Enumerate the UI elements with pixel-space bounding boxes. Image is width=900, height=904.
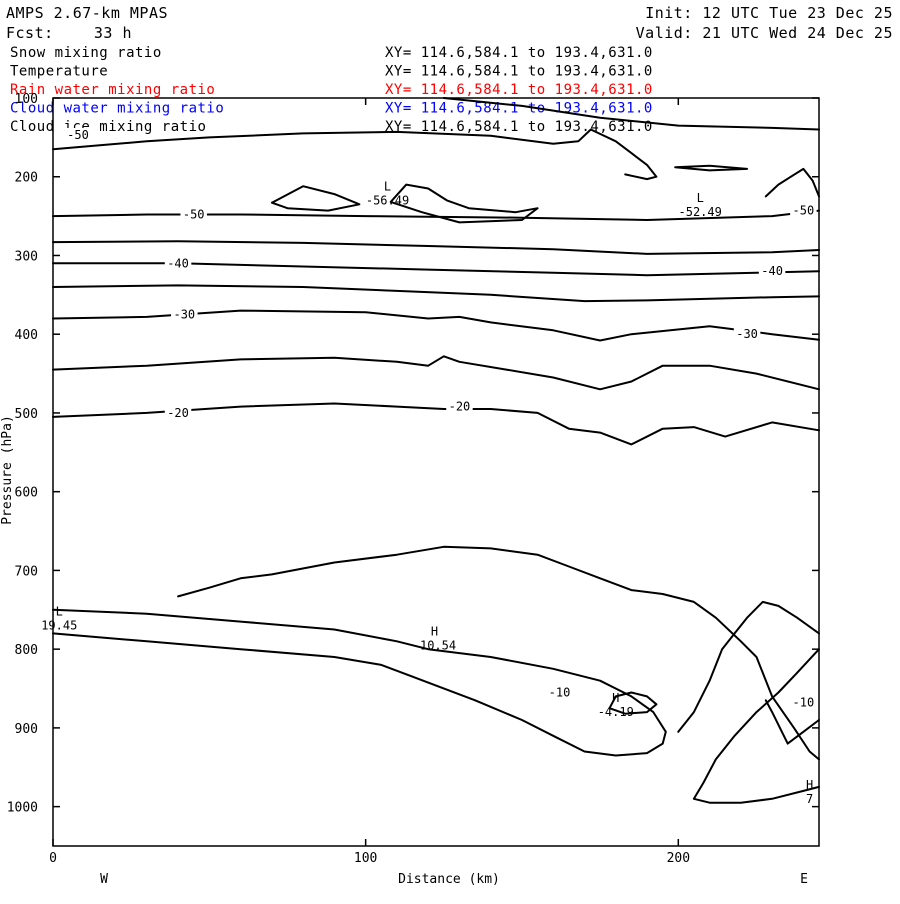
contour-line [52, 262, 820, 277]
y-tick-label: 100 [15, 92, 38, 107]
contour-line [692, 648, 820, 804]
contour-label-bg [546, 685, 573, 699]
extremum-kind: L [56, 605, 63, 619]
extremum-value: 7 [806, 792, 813, 806]
forecast-label: Fcst: [6, 24, 54, 42]
x-tick-label: 200 [667, 851, 690, 866]
y-tick-label: 500 [15, 407, 38, 422]
extremum-kind: H [612, 691, 619, 705]
x-axis-label: Distance (km) [398, 872, 500, 887]
contour-label: -30 [736, 327, 758, 341]
field-legend: Snow mixing ratio XY= 114.6,584.1 to 193.… [10, 45, 653, 135]
field-xy: XY= 114.6,584.1 to 193.4,631.0 [385, 119, 653, 135]
contour-line [177, 545, 820, 761]
init-time: Init: 12 UTC Tue 23 Dec 25 [645, 4, 893, 22]
extremum-value: -4.19 [598, 705, 634, 719]
field-xy: XY= 114.6,584.1 to 193.4,631.0 [385, 82, 653, 98]
contour-label: -10 [549, 685, 571, 699]
contour-line [674, 164, 749, 172]
contour-labels: -50 -50 -50 -40 -40 -30 -30 -20 -20 -10 -10 [64, 128, 817, 710]
contour-line [389, 183, 539, 224]
extremum-value: -56.49 [366, 193, 409, 207]
contour-label-bg [790, 695, 817, 709]
temperature-contours [52, 97, 820, 804]
contour-label: -10 [793, 696, 815, 710]
contour-label: -20 [449, 400, 471, 414]
contour-label: -50 [67, 128, 89, 142]
y-tick-label: 600 [15, 486, 38, 501]
extremum-kind: L [384, 179, 391, 193]
y-tick-label: 800 [15, 643, 38, 658]
contour-line [52, 209, 820, 221]
field-name: Temperature [10, 64, 108, 80]
extremum-kind: H [806, 778, 813, 792]
contour-line [764, 699, 820, 745]
contour-label: -50 [793, 204, 815, 218]
field-name: Cloud water mixing ratio [10, 101, 224, 117]
contour-line [677, 600, 820, 733]
extremum-value: 19.45 [41, 619, 77, 633]
contour-line [52, 240, 820, 255]
contour-line [52, 608, 667, 757]
field-xy: XY= 114.6,584.1 to 193.4,631.0 [385, 101, 653, 117]
contour-line [52, 309, 820, 342]
contour-label-bg [180, 207, 207, 221]
field-name: Snow mixing ratio [10, 45, 162, 61]
contour-label-bg [171, 307, 198, 321]
contour-line [608, 691, 658, 715]
contour-line [270, 185, 361, 212]
contour-line [52, 284, 820, 303]
field-xy: XY= 114.6,584.1 to 193.4,631.0 [385, 64, 653, 80]
y-tick-label: 300 [15, 249, 38, 264]
contour-line [52, 355, 820, 391]
contour-label-bg [164, 256, 192, 270]
contour-label: -20 [167, 406, 189, 420]
contour-label: -50 [183, 208, 205, 222]
contour-label-bg [446, 399, 473, 413]
contour-label: -40 [761, 264, 783, 278]
extremum-value: -52.49 [679, 205, 722, 219]
y-tick-label: 400 [15, 328, 38, 343]
y-tick-label: 700 [15, 564, 38, 579]
y-axis-ticks: 100 200 300 400 500 600 700 800 900 1000 [7, 92, 819, 816]
x-axis-ticks: 0 100 200 [49, 98, 690, 866]
y-axis-label: Pressure (hPa) [0, 415, 15, 525]
extremum-value: -10.54 [413, 638, 456, 652]
contour-label: -40 [167, 256, 189, 270]
contour-line [52, 402, 820, 446]
west-label: W [100, 872, 108, 887]
extremum-kind: L [697, 191, 704, 205]
contour-label-bg [790, 203, 817, 217]
plot-frame [52, 97, 820, 847]
contour-label: -30 [173, 308, 195, 322]
contour-line [442, 97, 820, 131]
field-xy: XY= 114.6,584.1 to 193.4,631.0 [385, 45, 653, 61]
x-tick-label: 0 [49, 851, 57, 866]
y-tick-label: 200 [15, 171, 38, 186]
contour-label-bg [64, 128, 92, 142]
valid-time: Valid: 21 UTC Wed 24 Dec 25 [636, 24, 893, 42]
y-tick-label: 900 [15, 722, 38, 737]
extremum-kind: H [431, 624, 438, 638]
contour-label-bg [758, 264, 786, 278]
x-tick-label: 100 [354, 851, 377, 866]
contour-label-bg [164, 405, 192, 419]
y-tick-label: 1000 [7, 801, 38, 816]
field-name: Rain water mixing ratio [10, 82, 215, 98]
east-label: E [800, 872, 808, 887]
contour-line [764, 167, 820, 198]
forecast-hours: 33 h [94, 24, 132, 42]
field-name: Cloud ice mixing ratio [10, 119, 206, 135]
contour-line [52, 128, 658, 181]
contour-label-bg [733, 327, 761, 341]
model-title: AMPS 2.67-km MPAS [6, 4, 168, 22]
